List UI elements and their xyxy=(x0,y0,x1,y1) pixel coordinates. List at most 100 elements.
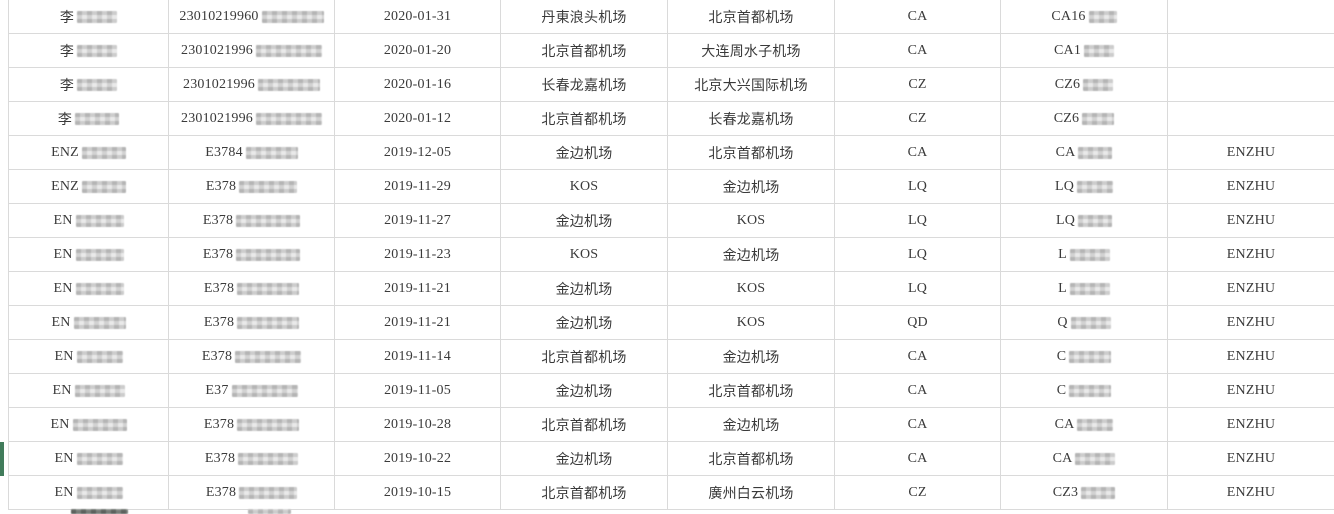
cell-passenger_tag[interactable]: ENZHU xyxy=(1168,136,1334,169)
table-row[interactable]: EN E378 2019-10-22 金边机场 北京首都机场 CA CA ENZHU xyxy=(9,442,1334,476)
cell-from_airport[interactable]: 北京首都机场 xyxy=(501,34,668,67)
cell-to_airport[interactable]: 金边机场 xyxy=(668,238,835,271)
cell-id_no[interactable]: E37 xyxy=(169,374,335,407)
cell-name[interactable]: EN xyxy=(9,204,169,237)
cell-carrier[interactable]: CZ xyxy=(835,476,1001,509)
cell-to_airport[interactable]: 北京大兴国际机场 xyxy=(668,68,835,101)
cell-date[interactable]: 2019-11-14 xyxy=(335,340,501,373)
table-row[interactable]: EN E378 2019-11-27 金边机场 KOS LQ LQ ENZHU xyxy=(9,204,1334,238)
table-row[interactable]: ENZ E378 2019-11-29 KOS 金边机场 LQ LQ ENZHU xyxy=(9,170,1334,204)
cell-flight_no[interactable]: C xyxy=(1001,340,1168,373)
cell-from_airport[interactable]: 丹東浪头机场 xyxy=(501,0,668,33)
cell-id_no[interactable]: E378 xyxy=(169,238,335,271)
cell-date[interactable]: 2019-10-22 xyxy=(335,442,501,475)
table-row[interactable]: EN E378 2019-11-14 北京首都机场 金边机场 CA C ENZHU xyxy=(9,340,1334,374)
cell-from_airport[interactable]: 北京首都机场 xyxy=(501,476,668,509)
cell-carrier[interactable]: CA xyxy=(835,340,1001,373)
cell-from_airport[interactable]: 北京首都机场 xyxy=(501,340,668,373)
cell-name[interactable]: EN xyxy=(9,306,169,339)
cell-carrier[interactable]: LQ xyxy=(835,272,1001,305)
table-row[interactable]: 李 23010219960 2020-01-31 丹東浪头机场 北京首都机场 CA CA16 xyxy=(9,0,1334,34)
cell-id_no[interactable]: E3784 xyxy=(169,136,335,169)
cell-passenger_tag[interactable]: ENZHU xyxy=(1168,442,1334,475)
cell-flight_no[interactable]: C xyxy=(1001,374,1168,407)
cell-to_airport[interactable]: KOS xyxy=(668,306,835,339)
cell-id_no[interactable]: E378 xyxy=(169,306,335,339)
cell-flight_no[interactable]: CZ3 xyxy=(1001,476,1168,509)
cell-to_airport[interactable]: 北京首都机场 xyxy=(668,374,835,407)
cell-date[interactable]: 2020-01-12 xyxy=(335,102,501,135)
cell-passenger_tag[interactable] xyxy=(1168,34,1334,67)
cell-carrier[interactable]: LQ xyxy=(835,170,1001,203)
cell-from_airport[interactable]: KOS xyxy=(501,170,668,203)
cell-passenger_tag[interactable] xyxy=(1168,102,1334,135)
cell-passenger_tag[interactable]: ENZHU xyxy=(1168,340,1334,373)
cell-name[interactable]: 李 xyxy=(9,0,169,33)
cell-to_airport[interactable]: 北京首都机场 xyxy=(668,136,835,169)
cell-from_airport[interactable]: 金边机场 xyxy=(501,306,668,339)
cell-from_airport[interactable]: 长春龙嘉机场 xyxy=(501,68,668,101)
cell-id_no[interactable]: 2301021996 xyxy=(169,34,335,67)
cell-to_airport[interactable]: 金边机场 xyxy=(668,170,835,203)
cell-id_no[interactable]: E378 xyxy=(169,204,335,237)
cell-flight_no[interactable]: LQ xyxy=(1001,204,1168,237)
cell-passenger_tag[interactable] xyxy=(1168,0,1334,33)
cell-to_airport[interactable]: KOS xyxy=(668,272,835,305)
cell-from_airport[interactable]: 北京首都机场 xyxy=(501,408,668,441)
cell-date[interactable]: 2019-11-05 xyxy=(335,374,501,407)
cell-id_no[interactable]: E378 xyxy=(169,170,335,203)
cell-passenger_tag[interactable]: ENZHU xyxy=(1168,476,1334,509)
cell-flight_no[interactable]: CA xyxy=(1001,136,1168,169)
cell-flight_no[interactable]: L xyxy=(1001,238,1168,271)
table-row[interactable]: EN E37 2019-11-05 金边机场 北京首都机场 CA C ENZHU xyxy=(9,374,1334,408)
cell-date[interactable]: 2020-01-31 xyxy=(335,0,501,33)
table-row[interactable]: EN E378 2019-10-28 北京首都机场 金边机场 CA CA ENZHU xyxy=(9,408,1334,442)
cell-id_no[interactable]: E378 xyxy=(169,442,335,475)
cell-id_no[interactable]: E378 xyxy=(169,340,335,373)
cell-name[interactable]: ENZ xyxy=(9,136,169,169)
cell-name[interactable]: EN xyxy=(9,476,169,509)
cell-carrier[interactable]: LQ xyxy=(835,204,1001,237)
cell-id_no[interactable]: 2301021996 xyxy=(169,102,335,135)
table-row[interactable]: EN E378 2019-11-21 金边机场 KOS LQ L ENZHU xyxy=(9,272,1334,306)
cell-passenger_tag[interactable] xyxy=(1168,68,1334,101)
cell-carrier[interactable]: CA xyxy=(835,374,1001,407)
cell-to_airport[interactable]: 金边机场 xyxy=(668,340,835,373)
cell-carrier[interactable]: CZ xyxy=(835,102,1001,135)
cell-to_airport[interactable]: KOS xyxy=(668,204,835,237)
table-row[interactable]: EN E378 2019-11-23 KOS 金边机场 LQ L ENZHU xyxy=(9,238,1334,272)
cell-carrier[interactable]: LQ xyxy=(835,238,1001,271)
cell-to_airport[interactable]: 大连周水子机场 xyxy=(668,34,835,67)
cell-flight_no[interactable]: Q xyxy=(1001,306,1168,339)
cell-name[interactable]: 李 xyxy=(9,68,169,101)
cell-from_airport[interactable]: 金边机场 xyxy=(501,204,668,237)
table-row[interactable]: 李 2301021996 2020-01-20 北京首都机场 大连周水子机场 CA CA1 xyxy=(9,34,1334,68)
cell-name[interactable]: EN xyxy=(9,408,169,441)
cell-flight_no[interactable]: CA16 xyxy=(1001,0,1168,33)
cell-flight_no[interactable]: CA xyxy=(1001,408,1168,441)
table-row[interactable]: EN E378 2019-11-21 金边机场 KOS QD Q ENZHU xyxy=(9,306,1334,340)
cell-passenger_tag[interactable]: ENZHU xyxy=(1168,238,1334,271)
cell-id_no[interactable]: E378 xyxy=(169,272,335,305)
cell-passenger_tag[interactable]: ENZHU xyxy=(1168,170,1334,203)
cell-carrier[interactable]: CA xyxy=(835,34,1001,67)
cell-date[interactable]: 2019-11-27 xyxy=(335,204,501,237)
cell-flight_no[interactable]: CZ6 xyxy=(1001,68,1168,101)
cell-name[interactable]: EN xyxy=(9,238,169,271)
cell-passenger_tag[interactable]: ENZHU xyxy=(1168,204,1334,237)
cell-from_airport[interactable]: KOS xyxy=(501,238,668,271)
cell-id_no[interactable]: 23010219960 xyxy=(169,0,335,33)
cell-from_airport[interactable]: 金边机场 xyxy=(501,442,668,475)
cell-name[interactable]: 李 xyxy=(9,102,169,135)
cell-passenger_tag[interactable]: ENZHU xyxy=(1168,272,1334,305)
cell-date[interactable]: 2019-11-29 xyxy=(335,170,501,203)
cell-passenger_tag[interactable]: ENZHU xyxy=(1168,408,1334,441)
cell-date[interactable]: 2019-11-21 xyxy=(335,306,501,339)
cell-carrier[interactable]: CA xyxy=(835,0,1001,33)
table-row[interactable]: ENZ E3784 2019-12-05 金边机场 北京首都机场 CA CA ENZHU xyxy=(9,136,1334,170)
cell-date[interactable]: 2019-11-21 xyxy=(335,272,501,305)
table-row[interactable]: EN E378 2019-10-15 北京首都机场 廣州白云机场 CZ CZ3 ENZHU xyxy=(9,476,1334,510)
cell-date[interactable]: 2019-11-23 xyxy=(335,238,501,271)
cell-carrier[interactable]: QD xyxy=(835,306,1001,339)
table-row[interactable]: 李 2301021996 2020-01-12 北京首都机场 长春龙嘉机场 CZ CZ6 xyxy=(9,102,1334,136)
